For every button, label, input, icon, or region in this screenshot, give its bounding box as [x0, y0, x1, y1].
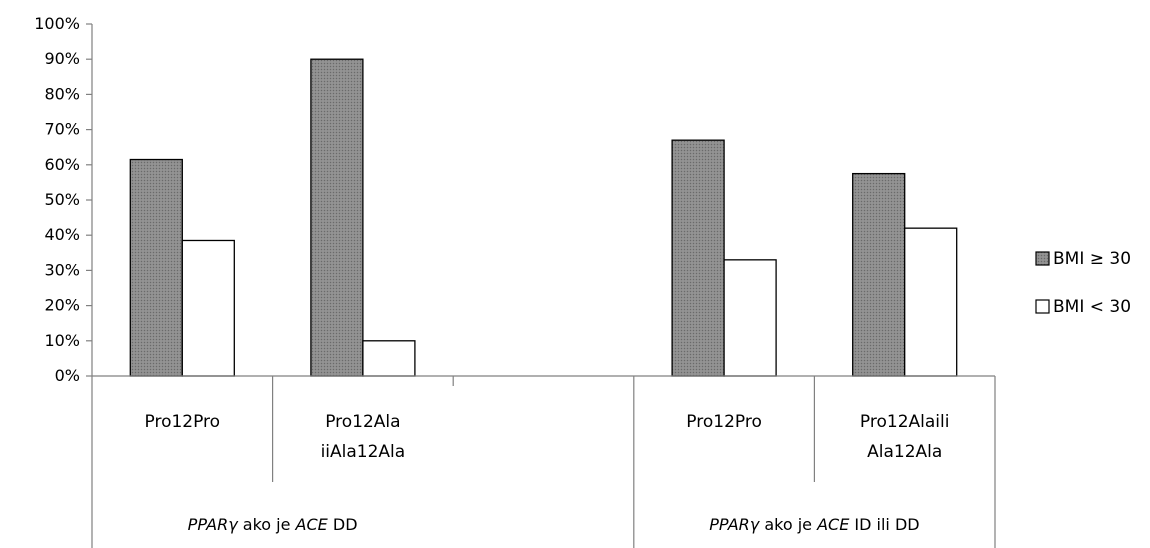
- group-label-text: ako je: [238, 515, 296, 534]
- y-tick-label: 80%: [44, 84, 80, 103]
- category-label: Pro12Alaili: [860, 412, 950, 432]
- group-label-text: ID ili DD: [849, 515, 919, 534]
- bars: [129, 58, 958, 377]
- y-tick-label: 50%: [44, 190, 80, 209]
- group-label: PPARγ ako je ACE ID ili DD: [709, 515, 919, 534]
- legend: BMI ≥ 30 BMI < 30: [1035, 249, 1131, 317]
- group-label-text: ako je: [759, 515, 817, 534]
- y-tick-label: 0%: [55, 366, 80, 385]
- category-label: Pro12Pro: [686, 412, 762, 432]
- legend-swatch: [1035, 299, 1050, 314]
- legend-swatch: [1035, 251, 1050, 266]
- group-label-gene: ACE: [816, 515, 850, 534]
- bar-bmi-low: [181, 239, 235, 377]
- bar-bmi-high: [671, 139, 725, 377]
- y-tick-label: 20%: [44, 296, 80, 315]
- y-tick-label: 30%: [44, 260, 80, 279]
- legend-label: BMI ≥ 30: [1053, 249, 1131, 269]
- y-tick-label: 100%: [34, 14, 80, 33]
- group-label-gene: ACE: [295, 515, 329, 534]
- bar-bmi-high: [852, 172, 906, 377]
- legend-label: BMI < 30: [1053, 297, 1131, 317]
- y-tick-label: 40%: [44, 225, 80, 244]
- bar-bmi-low: [723, 259, 777, 377]
- bar-bmi-low: [904, 227, 958, 377]
- group-label-gene: PPARγ: [709, 515, 761, 534]
- y-tick-label: 70%: [44, 120, 80, 139]
- bar-bmi-high: [129, 158, 183, 377]
- category-label: Pro12Ala: [325, 412, 400, 432]
- group-label: PPARγ ako je ACE DD: [188, 515, 358, 534]
- group-label-text: DD: [328, 515, 358, 534]
- y-axis: 0% 10% 20% 30% 40% 50% 60% 70% 80% 90% 100%: [34, 14, 93, 385]
- y-tick-label: 10%: [44, 331, 80, 350]
- category-label: Pro12Pro: [145, 412, 221, 432]
- y-tick-label: 90%: [44, 49, 80, 68]
- y-tick-label: 60%: [44, 155, 80, 174]
- category-label: iiAla12Ala: [321, 442, 406, 462]
- category-label: Ala12Ala: [867, 442, 942, 462]
- x-axis: Pro12Pro Pro12Ala iiAla12Ala Pro12Pro Pro12A…: [91, 375, 996, 548]
- bar-bmi-high: [310, 58, 364, 377]
- bar-bmi-low: [362, 340, 416, 377]
- group-label-gene: PPARγ: [188, 515, 240, 534]
